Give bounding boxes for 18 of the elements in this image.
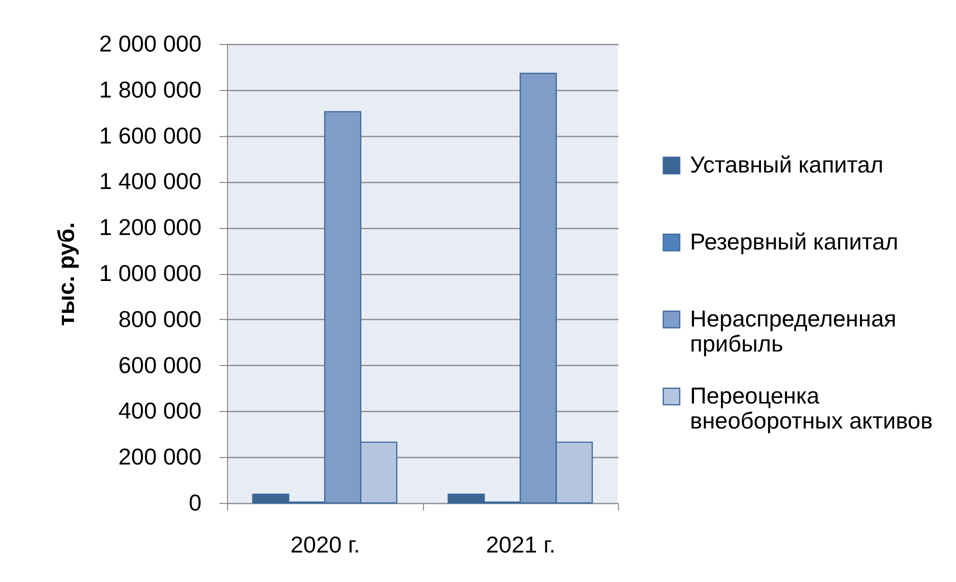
- y-tick-label: 200 000: [118, 444, 202, 470]
- y-tick-label: 1 200 000: [99, 214, 202, 240]
- legend-label: Резервный капитал: [690, 228, 898, 254]
- legend-label: Уставный капитал: [690, 152, 884, 178]
- y-tick-label: 0: [188, 490, 202, 516]
- y-tick-label: 2 000 000: [99, 30, 202, 56]
- y-tick-label: 1 000 000: [99, 260, 202, 286]
- y-tick-label: 1 600 000: [99, 122, 202, 148]
- y-tick-label: 400 000: [118, 398, 202, 424]
- x-tick-label: 2021 г.: [486, 532, 556, 558]
- y-tick-label: 1 800 000: [99, 76, 202, 102]
- y-tick-label: 600 000: [118, 352, 202, 378]
- y-tick-label: 1 400 000: [99, 168, 202, 194]
- legend-label: Переоценка внеоборотных активов: [690, 382, 933, 434]
- y-axis-title: тыс. руб.: [53, 222, 80, 326]
- x-tick-label: 2020 г.: [290, 532, 360, 558]
- y-tick-label: 800 000: [118, 306, 202, 332]
- legend-label: Нераспределенная прибыль: [690, 306, 896, 356]
